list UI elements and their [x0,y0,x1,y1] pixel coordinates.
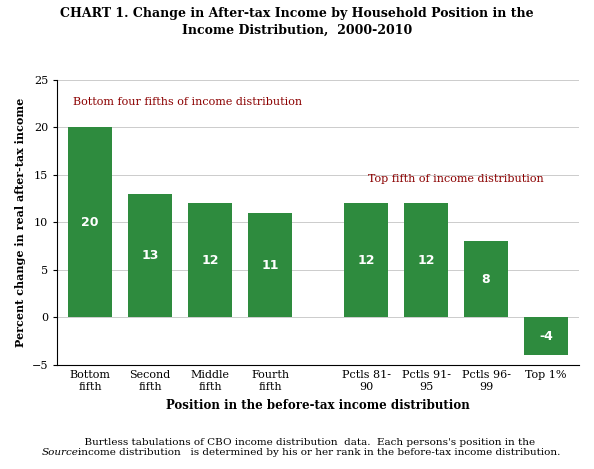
Text: 13: 13 [141,249,159,262]
Text: Source:: Source: [42,448,82,457]
Bar [405,204,448,317]
Bar [345,204,388,317]
Text: 12: 12 [201,254,219,267]
Text: 20: 20 [81,216,99,229]
Text: 12: 12 [417,254,435,267]
Bar [525,317,568,355]
Text: 11: 11 [261,258,279,272]
Text: 8: 8 [482,273,490,286]
Bar [188,204,232,317]
Text: -4: -4 [539,330,553,343]
Bar [68,128,112,317]
Text: CHART 1. Change in After-tax Income by Household Position in the
Income Distribu: CHART 1. Change in After-tax Income by H… [60,7,534,37]
Y-axis label: Percent change in real after-tax income: Percent change in real after-tax income [15,98,26,347]
Bar [128,194,172,317]
Bar [465,242,508,317]
Text: Burtless tabulations of CBO income distribution  data.  Each persons's position : Burtless tabulations of CBO income distr… [78,438,560,457]
Text: 12: 12 [357,254,375,267]
Text: Top fifth of income distribution: Top fifth of income distribution [368,174,544,184]
X-axis label: Position in the before-tax income distribution: Position in the before-tax income distri… [166,399,470,412]
Text: Bottom four fifths of income distribution: Bottom four fifths of income distributio… [72,97,302,107]
Bar [248,213,292,317]
